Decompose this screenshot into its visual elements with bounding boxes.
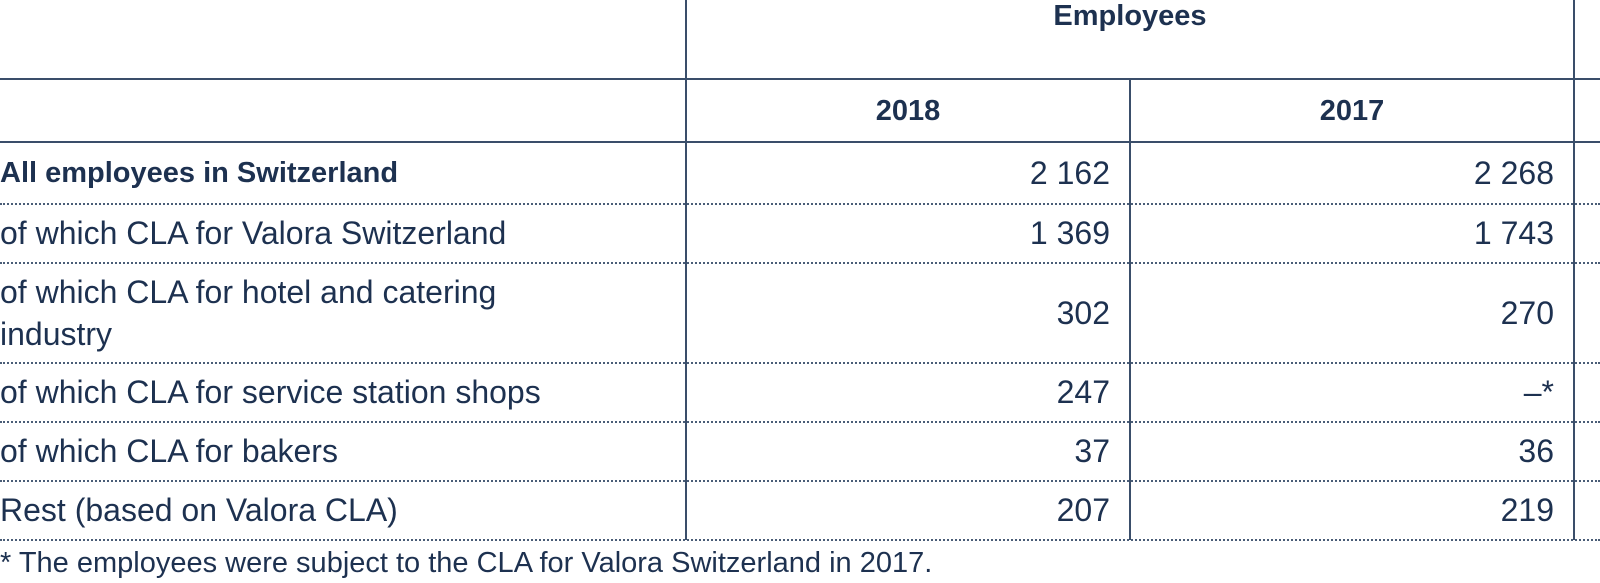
row-divider: [0, 480, 1600, 482]
year-header-2017: 2017: [1319, 94, 1385, 127]
employees-group-header: Employees: [1053, 0, 1207, 32]
row-divider: [0, 262, 1600, 264]
value-2017: –*: [1523, 374, 1554, 410]
row-label: Rest (based on Valora CLA): [0, 492, 398, 528]
table-row: Rest (based on Valora CLA) 207 219: [0, 482, 1600, 538]
row-divider: [0, 362, 1600, 364]
table-row: of which CLA for Valora Switzerland 1 36…: [0, 205, 1600, 261]
value-2018: 2 162: [1029, 154, 1110, 191]
value-2017: 219: [1500, 492, 1554, 528]
row-divider: [0, 421, 1600, 423]
header-rule-top: [0, 78, 1600, 80]
row-label: of which CLA for service station shops: [0, 374, 541, 410]
value-2017: 1 743: [1473, 215, 1554, 251]
value-2018: 37: [1074, 433, 1110, 469]
value-2017: 2 268: [1473, 154, 1554, 191]
table-row: of which CLA for hotel and catering indu…: [0, 264, 1600, 361]
column-divider: [1573, 0, 1575, 540]
column-divider: [1129, 80, 1131, 540]
value-2017: 36: [1518, 433, 1554, 469]
year-header-2018: 2018: [875, 94, 941, 127]
footnote: * The employees were subject to the CLA …: [0, 547, 933, 579]
row-label: All employees in Switzerland: [0, 156, 399, 189]
row-divider: [0, 203, 1600, 205]
row-label: of which CLA for bakers: [0, 433, 338, 469]
value-2017: 270: [1500, 294, 1554, 331]
row-label: of which CLA for Valora Switzerland: [0, 215, 507, 251]
value-2018: 302: [1056, 294, 1110, 331]
value-2018: 247: [1056, 374, 1110, 410]
table-row: of which CLA for bakers 37 36: [0, 423, 1600, 479]
header-rule-bottom: [0, 141, 1600, 143]
table-row: All employees in Switzerland 2 162 2 268: [0, 143, 1600, 202]
row-label: of which CLA for hotel and catering indu…: [0, 273, 497, 352]
table-row: of which CLA for service station shops 2…: [0, 364, 1600, 420]
value-2018: 207: [1056, 492, 1110, 528]
column-divider: [685, 0, 687, 540]
row-divider: [0, 539, 1600, 541]
value-2018: 1 369: [1029, 215, 1110, 251]
